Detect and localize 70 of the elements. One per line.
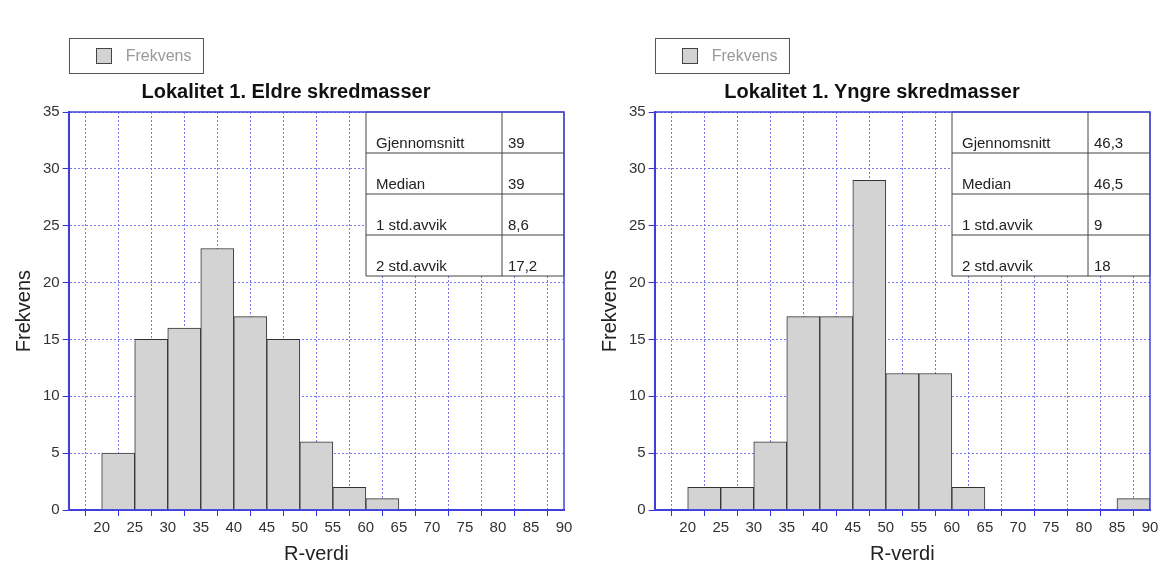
- annotation: 8,6: [508, 216, 529, 233]
- y-tick-label: 5: [51, 443, 60, 461]
- x-tick-label: 60: [357, 518, 375, 536]
- annotation: 9: [1094, 216, 1103, 233]
- x-tick-label: 30: [159, 518, 177, 536]
- annotation: Gjennomsnitt: [376, 134, 466, 151]
- x-tick-label: 80: [489, 518, 507, 536]
- x-tick-label: 50: [291, 518, 309, 536]
- legend-label: Frekvens: [711, 47, 778, 65]
- x-tick-label: 60: [943, 518, 961, 536]
- y-tick-label: 30: [629, 159, 646, 176]
- y-tick-label: 30: [43, 159, 60, 176]
- y-tick-label: 25: [629, 215, 646, 233]
- annotation: 46,5: [1094, 175, 1124, 192]
- annotation: 2 std.avvik: [376, 257, 448, 274]
- annotation: 39: [508, 134, 525, 151]
- y-tick-label: 15: [43, 329, 60, 347]
- y-axis-title: Frekvens: [11, 269, 34, 353]
- y-tick-label: 35: [43, 102, 60, 120]
- annotation: 17,2: [508, 257, 538, 274]
- x-tick-label: 25: [126, 518, 144, 536]
- annotation: Median: [376, 175, 426, 192]
- y-tick-label: 35: [629, 102, 646, 120]
- y-axis-title: Frekvens: [597, 269, 620, 353]
- x-tick-label: 70: [423, 518, 441, 536]
- annotation: Median: [962, 175, 1012, 192]
- x-tick-label: 40: [811, 518, 829, 536]
- y-tick-label: 5: [637, 443, 646, 461]
- annotation: 39: [508, 175, 525, 192]
- annotation: 18: [1094, 257, 1111, 274]
- x-tick-label: 90: [1141, 518, 1159, 536]
- y-tick-label: 20: [629, 272, 646, 290]
- x-tick-label: 85: [1108, 518, 1126, 536]
- x-tick-label: 65: [976, 518, 994, 536]
- x-axis-title: R-verdi: [870, 541, 935, 564]
- x-tick-label: 40: [225, 518, 243, 536]
- chart-title: Lokalitet 1. Yngre skredmasser: [724, 79, 1020, 102]
- annotation: 1 std.avvik: [376, 216, 448, 233]
- x-tick-label: 30: [745, 518, 763, 536]
- x-axis-title: R-verdi: [284, 541, 349, 564]
- x-tick-label: 20: [679, 518, 697, 536]
- y-tick-label: 15: [629, 329, 646, 347]
- annotation: Gjennomsnitt: [962, 134, 1052, 151]
- y-tick-label: 10: [629, 386, 646, 404]
- chart-title: Lokalitet 1. Eldre skredmasser: [141, 79, 431, 102]
- x-tick-label: 80: [1075, 518, 1093, 536]
- legend-label: Frekvens: [125, 47, 192, 65]
- x-tick-label: 65: [390, 518, 408, 536]
- x-tick-label: 90: [555, 518, 573, 536]
- x-tick-label: 55: [910, 518, 928, 536]
- x-tick-label: 35: [778, 518, 796, 536]
- x-tick-label: 45: [844, 518, 862, 536]
- y-tick-label: 10: [43, 386, 60, 404]
- y-tick-label: 0: [637, 500, 646, 518]
- x-tick-label: 45: [258, 518, 276, 536]
- x-tick-label: 75: [456, 518, 474, 536]
- annotation: 2 std.avvik: [962, 257, 1034, 274]
- x-tick-label: 70: [1009, 518, 1027, 536]
- x-tick-label: 35: [192, 518, 210, 536]
- annotation: 46,3: [1094, 134, 1124, 151]
- x-tick-label: 85: [522, 518, 540, 536]
- annotation: 1 std.avvik: [962, 216, 1034, 233]
- y-tick-label: 20: [43, 272, 60, 290]
- x-tick-label: 50: [877, 518, 895, 536]
- y-tick-label: 25: [43, 215, 60, 233]
- x-tick-label: 20: [93, 518, 111, 536]
- x-tick-label: 55: [324, 518, 342, 536]
- x-tick-label: 75: [1042, 518, 1060, 536]
- y-tick-label: 0: [51, 500, 60, 518]
- x-tick-label: 25: [712, 518, 730, 536]
